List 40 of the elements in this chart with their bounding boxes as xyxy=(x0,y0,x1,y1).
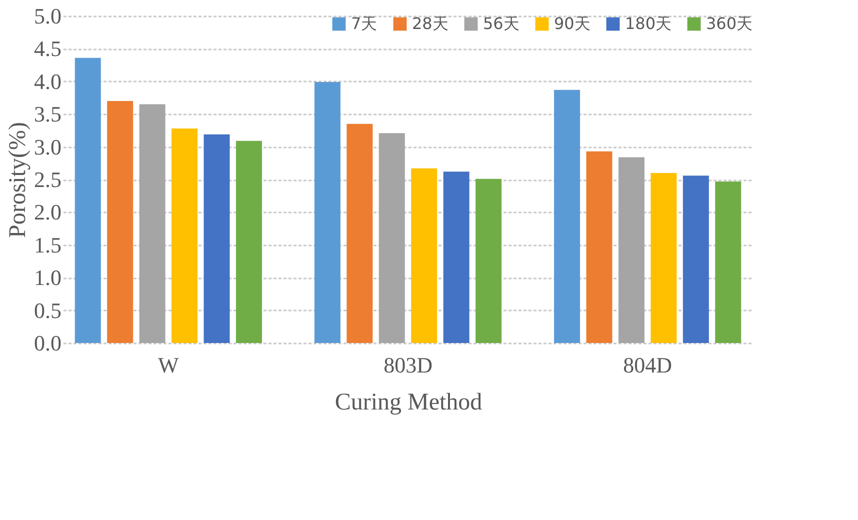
y-tick-label: 0.5 xyxy=(34,298,62,323)
bar xyxy=(107,101,134,343)
bar xyxy=(236,140,262,343)
y-tick-label: 4.0 xyxy=(34,68,62,94)
x-tick-label: 803D xyxy=(384,352,432,378)
y-tick-label: 3.5 xyxy=(34,102,62,127)
bar xyxy=(682,176,709,343)
bar xyxy=(650,172,677,343)
legend-label: 90天 xyxy=(554,14,590,33)
bar xyxy=(715,181,742,343)
y-axis-title: Porosity(%) xyxy=(5,122,31,238)
legend-label: 7天 xyxy=(351,14,378,33)
bar xyxy=(314,82,340,343)
bar xyxy=(618,157,644,343)
legend-label: 28天 xyxy=(412,14,448,33)
legend-label: 360天 xyxy=(706,14,753,33)
y-tick-label: 1.0 xyxy=(34,265,62,290)
bar xyxy=(204,134,230,343)
bar xyxy=(172,128,198,343)
bar xyxy=(378,133,405,343)
y-tick-label: 2.0 xyxy=(34,200,62,225)
y-tick-label: 4.5 xyxy=(34,36,62,62)
y-tick-label: 3.0 xyxy=(34,134,62,160)
bar xyxy=(346,124,373,343)
y-tick-label: 5.0 xyxy=(34,4,62,28)
bar xyxy=(139,104,166,343)
bar xyxy=(411,168,438,343)
x-axis-title: Curing Method xyxy=(334,390,482,416)
bar xyxy=(74,58,101,343)
y-tick-label: 2.5 xyxy=(34,167,62,192)
bar xyxy=(586,151,612,343)
legend-label: 180天 xyxy=(625,14,672,33)
legend-label: 56天 xyxy=(483,14,520,33)
x-tick-label: 804D xyxy=(623,352,672,378)
x-tick-label: W xyxy=(158,352,180,378)
bar xyxy=(443,172,470,343)
bar xyxy=(554,90,580,343)
y-tick-label: 1.5 xyxy=(34,232,62,258)
y-tick-label: 0.0 xyxy=(34,330,62,356)
bar xyxy=(476,178,502,343)
